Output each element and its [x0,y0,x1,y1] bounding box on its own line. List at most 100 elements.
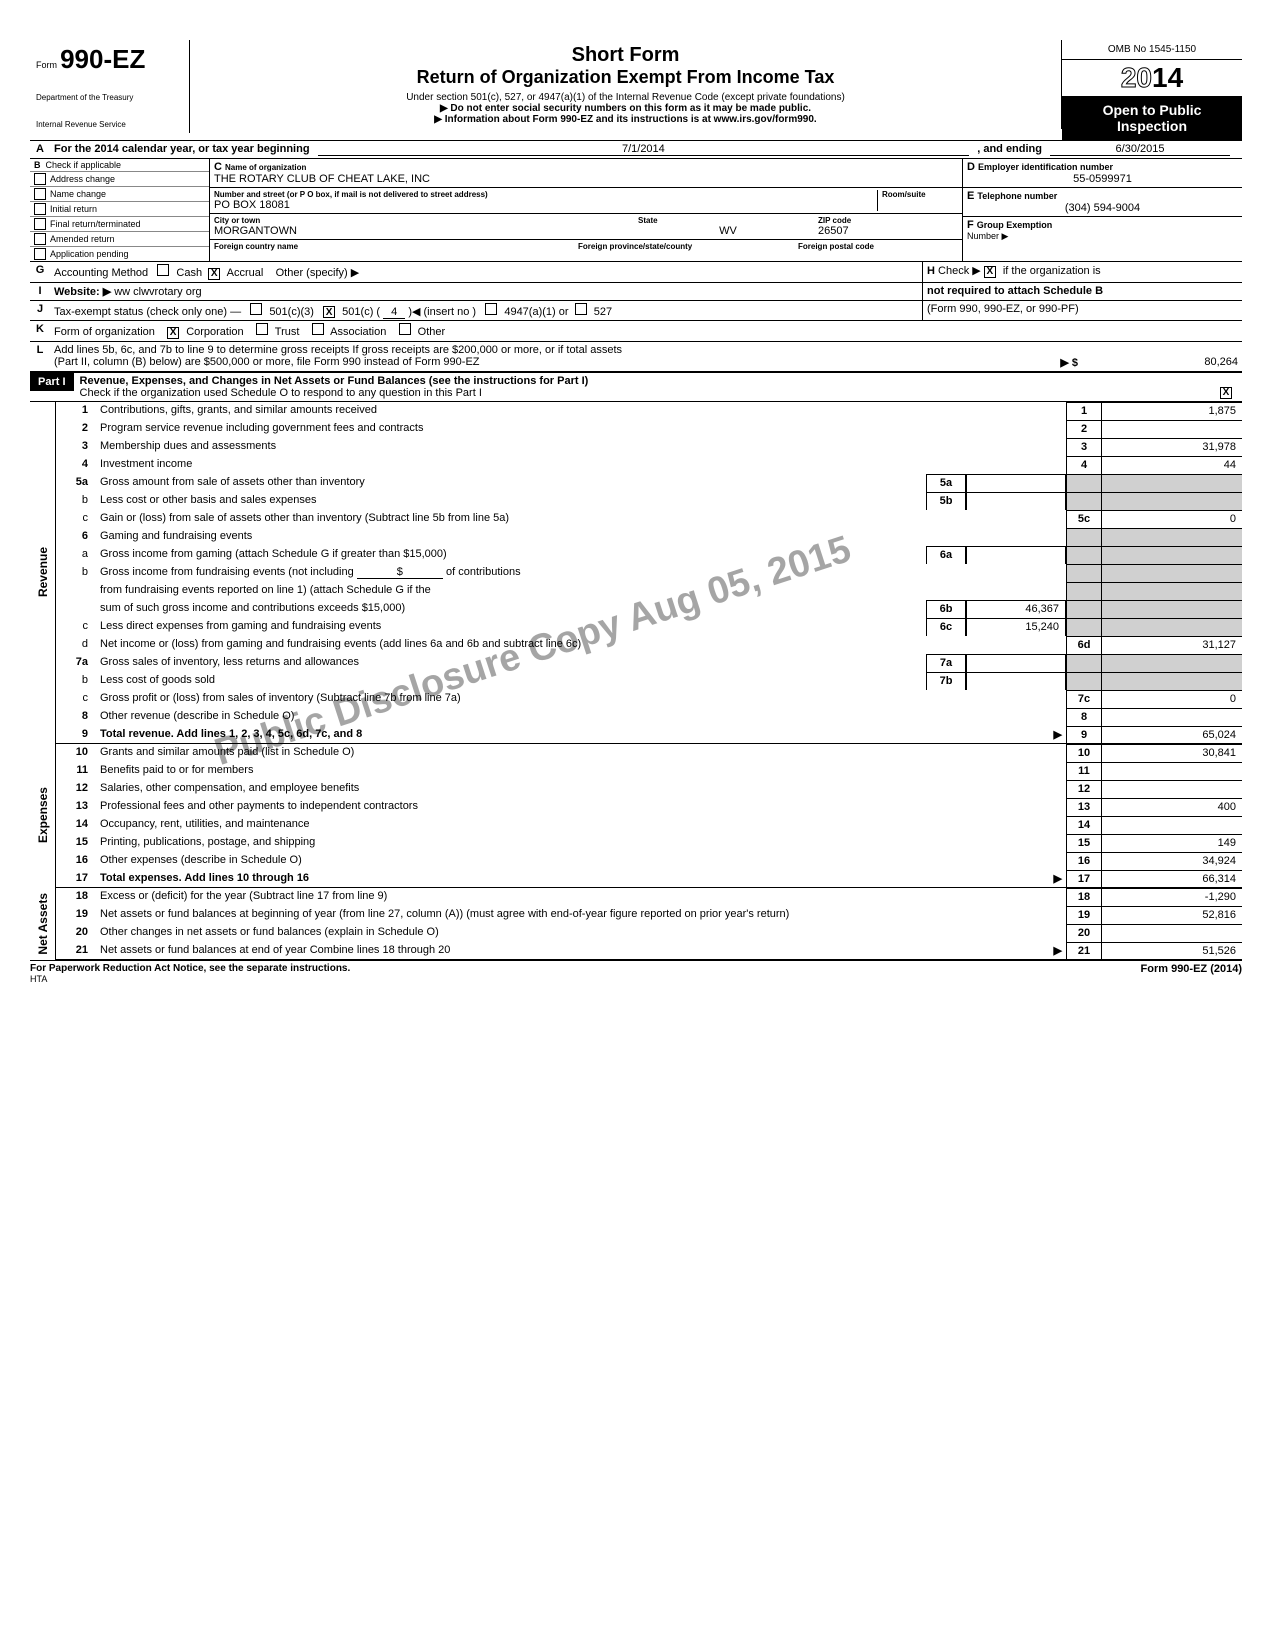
check-501c[interactable]: X [323,306,335,318]
row-i-content: Website: ▶ ww clwvrotary org [50,283,922,300]
org-c-block: C Name of organization THE ROTARY CLUB O… [210,159,962,261]
row-b-heading: B Check if applicable [30,159,209,172]
line-16: 16Other expenses (describe in Schedule O… [56,852,1242,870]
org-name: THE ROTARY CLUB OF CHEAT LAKE, INC [214,173,958,185]
line-6c: cLess direct expenses from gaming and fu… [56,618,1242,636]
row-f: F Group Exemption Number ▶ [963,217,1242,244]
org-city: MORGANTOWN [214,225,638,237]
line-10-value: 30,841 [1102,744,1242,762]
tax-year: 2014 [1062,60,1242,96]
line-8: 8Other revenue (describe in Schedule O)8 [56,708,1242,726]
line-15: 15Printing, publications, postage, and s… [56,834,1242,852]
row-l: L Add lines 5b, 6c, and 7b to line 9 to … [30,342,1242,372]
check-pending[interactable]: Application pending [30,247,209,261]
line-6b-2: from fundraising events reported on line… [56,582,1242,600]
org-zip: 26507 [818,225,958,237]
line-1: 1Contributions, gifts, grants, and simil… [56,402,1242,420]
line-6b-value: 46,367 [966,600,1066,618]
row-a-content: For the 2014 calendar year, or tax year … [50,141,1242,158]
line-19: 19Net assets or fund balances at beginni… [56,906,1242,924]
check-corporation[interactable]: X [167,327,179,339]
check-address-change[interactable]: Address change [30,172,209,187]
page-footer: For Paperwork Reduction Act Notice, see … [30,960,1242,985]
label-j: J [30,301,50,321]
form-prefix: Form [36,60,57,70]
check-amended[interactable]: Amended return [30,232,209,247]
row-k-content: Form of organization X Corporation Trust… [50,321,1242,341]
check-final-return[interactable]: Final return/terminated [30,217,209,232]
line-1-value: 1,875 [1102,402,1242,420]
line-10: 10Grants and similar amounts paid (list … [56,744,1242,762]
line-9-value: 65,024 [1102,726,1242,743]
form-number: 990-EZ [60,44,145,74]
row-b-checks: B Check if applicable Address change Nam… [30,159,210,261]
row-h: H Check ▶ X if the organization is [922,262,1242,282]
line-20-value [1102,924,1242,942]
ein-value: 55-0599971 [967,173,1238,185]
form-page: Form 990-EZ Department of the Treasury I… [30,40,1242,985]
line-12-value [1102,780,1242,798]
title-cell: Short Form Return of Organization Exempt… [190,40,1062,129]
tax-year-end: 6/30/2015 [1050,143,1230,156]
gross-receipts: 80,264 [1078,356,1238,369]
check-schedule-o[interactable]: X [1220,387,1232,399]
check-4947[interactable] [485,303,497,315]
check-other-org[interactable] [399,323,411,335]
501c-number: 4 [383,306,405,319]
line-6: 6Gaming and fundraising events [56,528,1242,546]
line-14: 14Occupancy, rent, utilities, and mainte… [56,816,1242,834]
row-k: K Form of organization X Corporation Tru… [30,321,1242,342]
check-association[interactable] [312,323,324,335]
org-street-row: Number and street (or P O box, if mail i… [210,188,962,214]
line-17-value: 66,314 [1102,870,1242,887]
row-l-content: Add lines 5b, 6c, and 7b to line 9 to de… [50,342,1242,371]
check-schedule-b[interactable]: X [984,266,996,278]
check-accrual[interactable]: X [208,268,220,280]
org-name-row: C Name of organization THE ROTARY CLUB O… [210,159,962,188]
form-id-footer: Form 990-EZ (2014) [1141,963,1242,985]
check-527[interactable] [575,303,587,315]
line-6b: bGross income from fundraising events (n… [56,564,1242,582]
row-e: E Telephone number (304) 594-9004 [963,188,1242,217]
line-11: 11Benefits paid to or for members11 [56,762,1242,780]
line-6c-value: 15,240 [966,618,1066,636]
check-501c3[interactable] [250,303,262,315]
line-14-value [1102,816,1242,834]
omb-number: OMB No 1545-1150 [1062,40,1242,60]
line-19-value: 52,816 [1102,906,1242,924]
check-name-change[interactable]: Name change [30,187,209,202]
hta-label: HTA [30,974,47,984]
line-21: 21Net assets or fund balances at end of … [56,942,1242,960]
line-3: 3Membership dues and assessments331,978 [56,438,1242,456]
line-4: 4Investment income444 [56,456,1242,474]
label-l: L [30,342,50,371]
ein-block: D Employer identification number 55-0599… [962,159,1242,261]
line-9: 9Total revenue. Add lines 1, 2, 3, 4, 5c… [56,726,1242,744]
line-7c: cGross profit or (loss) from sales of in… [56,690,1242,708]
label-k: K [30,321,50,341]
expenses-section: Expenses 10Grants and similar amounts pa… [30,744,1242,888]
line-2: 2Program service revenue including gover… [56,420,1242,438]
line-5a: 5aGross amount from sale of assets other… [56,474,1242,492]
org-city-row: City or town MORGANTOWN State WV ZIP cod… [210,214,962,240]
form-number-cell: Form 990-EZ Department of the Treasury I… [30,40,190,133]
line-2-value [1102,420,1242,438]
line-21-value: 51,526 [1102,942,1242,959]
line-6a: aGross income from gaming (attach Schedu… [56,546,1242,564]
line-11-value [1102,762,1242,780]
part-i-label: Part I [30,373,74,391]
part-i-header: Part I Revenue, Expenses, and Changes in… [30,372,1242,402]
row-a: A For the 2014 calendar year, or tax yea… [30,141,1242,159]
line-7c-value: 0 [1102,690,1242,708]
check-trust[interactable] [256,323,268,335]
website-value: ww clwvrotary org [114,286,201,298]
line-16-value: 34,924 [1102,852,1242,870]
line-18: 18Excess or (deficit) for the year (Subt… [56,888,1242,906]
check-initial-return[interactable]: Initial return [30,202,209,217]
line-5b: bLess cost or other basis and sales expe… [56,492,1242,510]
check-cash[interactable] [157,264,169,276]
row-h-cont: not required to attach Schedule B [922,283,1242,300]
net-assets-label: Net Assets [30,888,56,960]
org-info-block: B Check if applicable Address change Nam… [30,159,1242,262]
phone-value: (304) 594-9004 [967,202,1238,214]
